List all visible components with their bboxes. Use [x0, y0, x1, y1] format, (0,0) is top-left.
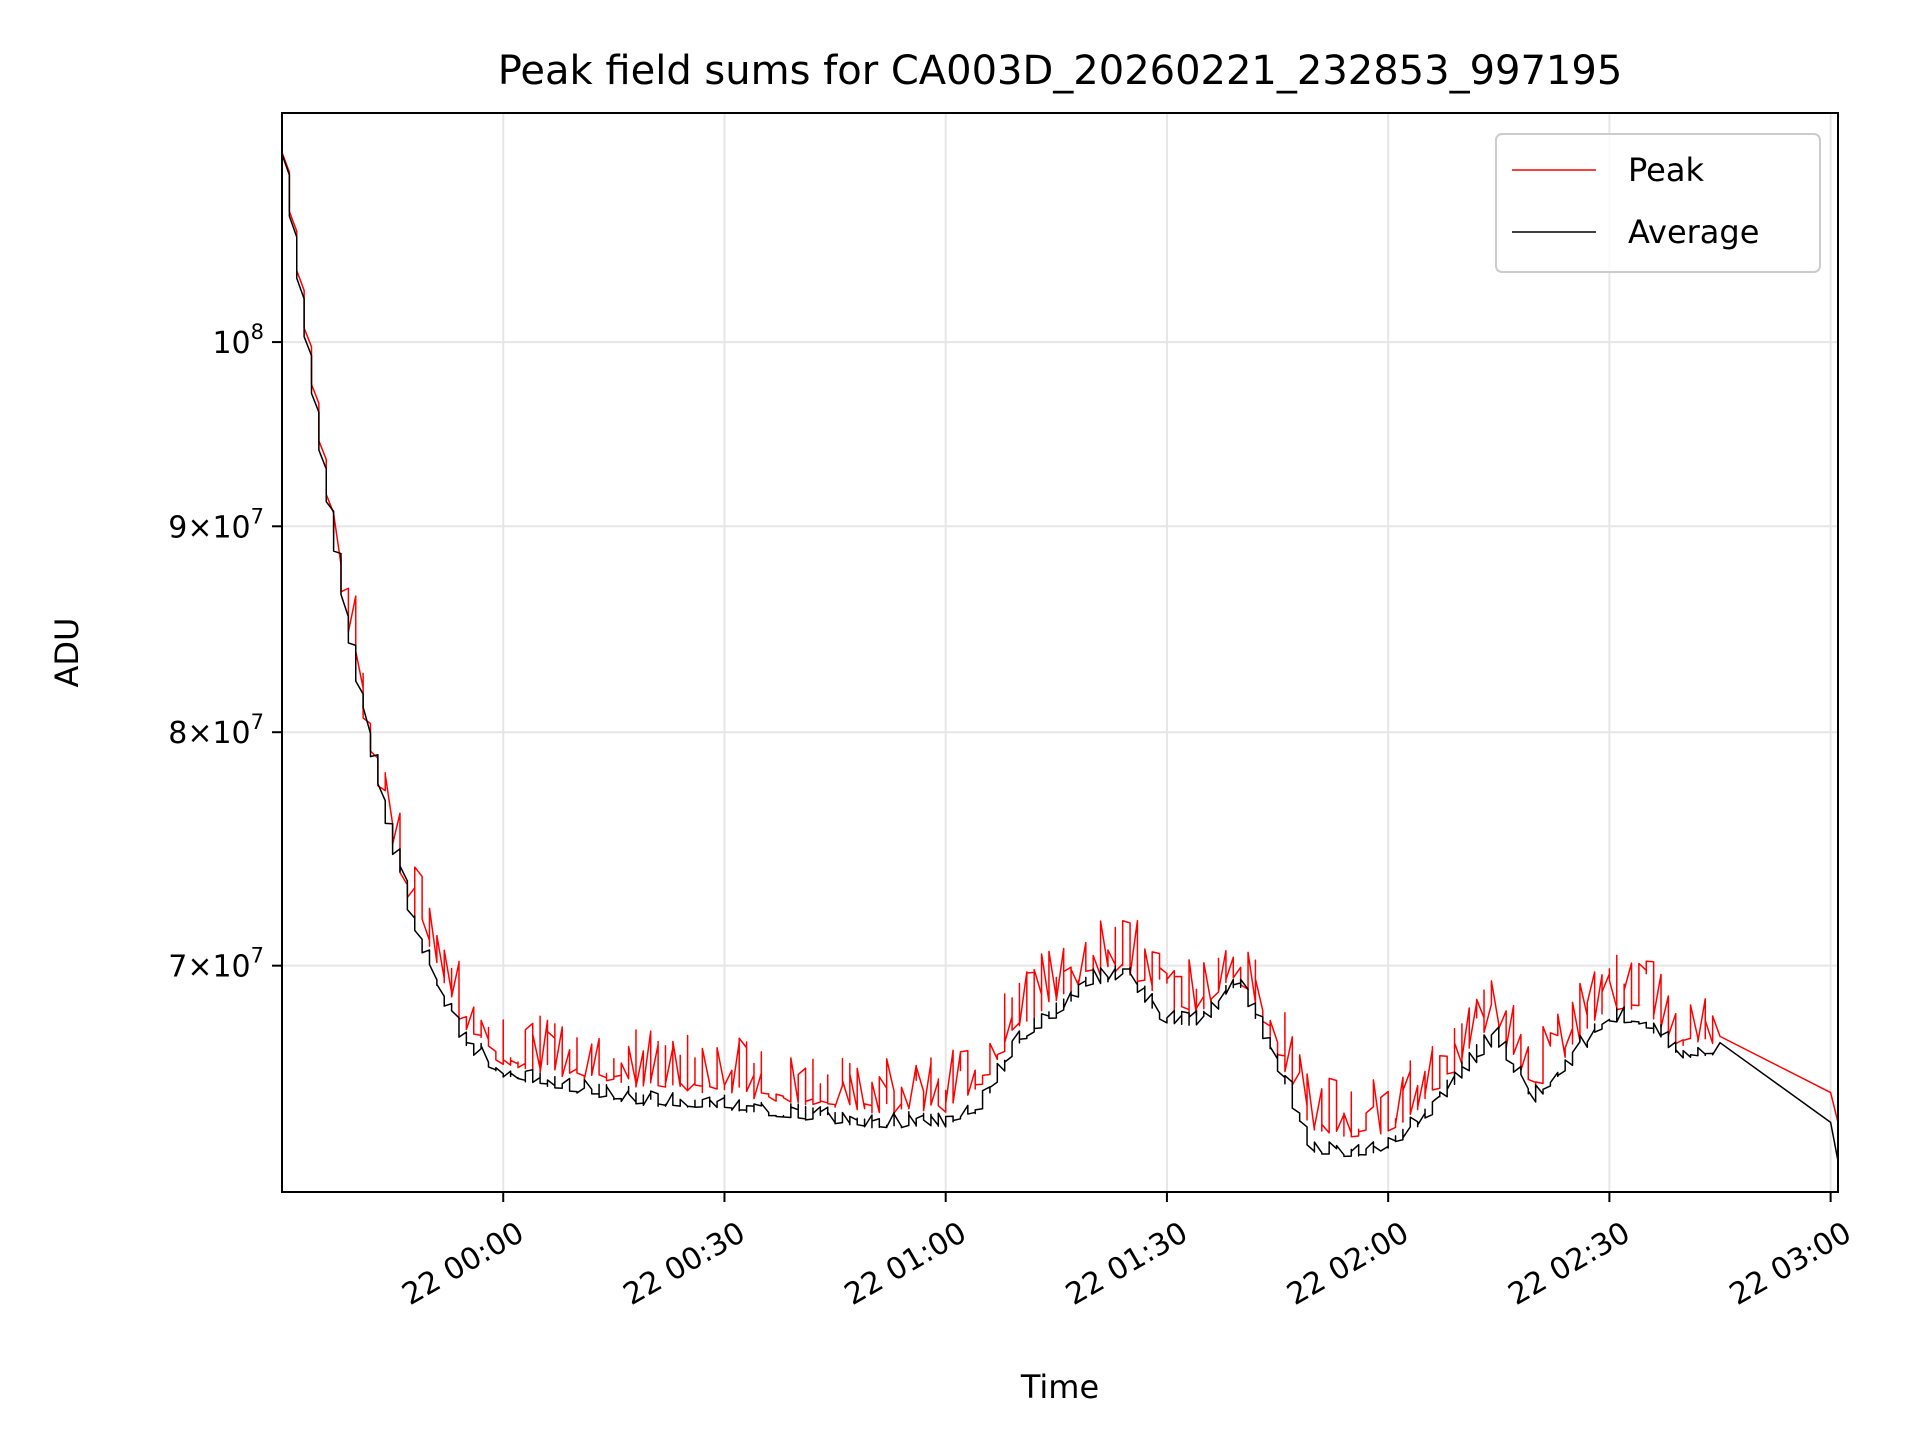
chart-title: Peak field sums for CA003D_20260221_2328…: [498, 48, 1623, 94]
series-line-average: [282, 113, 1838, 1162]
x-axis-label: Time: [1020, 1368, 1099, 1406]
y-tick-label: 9×107: [168, 504, 264, 545]
y-tick-times: ×10: [187, 716, 250, 751]
y-axis-label: ADU: [48, 618, 86, 688]
plot-frame: [281, 112, 1839, 1193]
y-tick-base: 9: [168, 510, 187, 545]
y-tick-exponent: 8: [251, 320, 264, 344]
series-line-peak: [282, 113, 1838, 1138]
legend-box: [1495, 133, 1821, 273]
y-tick-exponent: 7: [251, 504, 264, 528]
legend: Peak Average: [1495, 133, 1821, 273]
y-tick-label: 108: [212, 320, 264, 361]
y-tick-exponent: 7: [251, 944, 264, 968]
legend-label-average: Average: [1628, 213, 1759, 251]
y-tick-times: ×10: [187, 510, 250, 545]
legend-label-peak: Peak: [1628, 151, 1704, 189]
y-tick-label: 7×107: [168, 944, 264, 985]
grid-lines: [282, 113, 1838, 1192]
y-tick-exponent: 7: [251, 710, 264, 734]
y-tick-ten: 10: [212, 326, 250, 361]
y-tick-label: 8×107: [168, 710, 264, 751]
y-tick-times: ×10: [187, 950, 250, 985]
y-tick-base: 8: [168, 716, 187, 751]
plot-series: [282, 113, 1838, 1162]
y-tick-base: 7: [168, 950, 187, 985]
